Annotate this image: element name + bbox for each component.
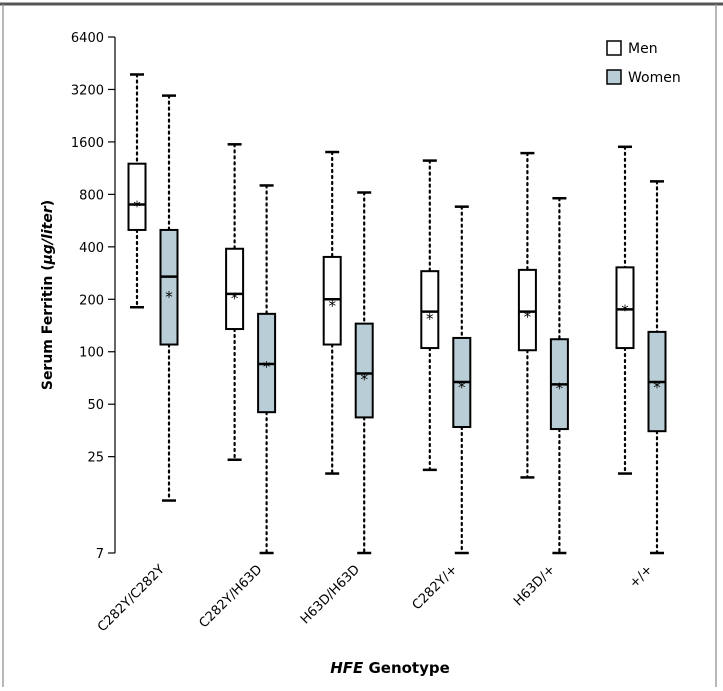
box-women-2: * bbox=[354, 191, 374, 555]
box-iqr bbox=[517, 268, 537, 352]
box-iqr bbox=[322, 255, 342, 346]
legend-swatch-women bbox=[606, 69, 622, 85]
y-tick-label-25: 25 bbox=[87, 451, 104, 466]
legend-swatch-men bbox=[606, 40, 622, 56]
y-tick-label-50: 50 bbox=[87, 398, 104, 413]
box-women-3: * bbox=[452, 205, 472, 555]
mean-marker: * bbox=[133, 197, 141, 215]
y-tick-label-400: 400 bbox=[79, 241, 104, 256]
box-men-4: * bbox=[517, 151, 537, 479]
y-axis-label: Serum Ferritin (μg/liter) bbox=[40, 200, 56, 390]
x-axis-label-rest: Genotype bbox=[363, 659, 450, 677]
x-label-2: H63D/H63D bbox=[298, 562, 363, 627]
x-label-1: C282Y/H63D bbox=[196, 562, 265, 631]
y-axis-label-main: Serum Ferritin ( bbox=[40, 264, 56, 390]
x-label-0: C282Y/C282Y bbox=[95, 562, 168, 635]
legend-label-women: Women bbox=[628, 70, 681, 86]
x-label-5: +/+ bbox=[627, 562, 656, 591]
legend: Men Women bbox=[606, 40, 681, 86]
x-axis-label-italic: HFE bbox=[330, 659, 364, 677]
y-tick-label-200: 200 bbox=[79, 293, 104, 308]
mean-marker: * bbox=[458, 378, 466, 396]
x-label-4: H63D/+ bbox=[511, 562, 558, 609]
box-iqr bbox=[354, 322, 374, 419]
legend-label-men: Men bbox=[628, 41, 658, 57]
box-men-3: * bbox=[420, 159, 440, 472]
box-men-2: * bbox=[322, 150, 342, 475]
box-men-5: * bbox=[615, 145, 635, 475]
mean-marker: * bbox=[524, 308, 532, 326]
mean-marker: * bbox=[360, 371, 368, 389]
box-men-0: * bbox=[127, 73, 147, 309]
box-iqr bbox=[159, 228, 179, 346]
box-men-1: * bbox=[225, 143, 245, 462]
y-axis-label-close: ) bbox=[40, 200, 56, 206]
box-women-1: * bbox=[257, 184, 277, 555]
y-tick-label-6400: 6400 bbox=[71, 31, 104, 46]
y-tick-label-100: 100 bbox=[79, 346, 104, 361]
mean-marker: * bbox=[426, 310, 434, 328]
x-axis-category-labels: C282Y/C282Y C282Y/H63D H63D/H63D C282Y/+ H63… bbox=[95, 562, 656, 635]
y-tick-label-800: 800 bbox=[79, 188, 104, 203]
mean-marker: * bbox=[263, 358, 271, 376]
box-iqr bbox=[225, 247, 245, 331]
y-tick-label-3200: 3200 bbox=[71, 83, 104, 98]
mean-marker: * bbox=[621, 301, 629, 319]
box-women-4: * bbox=[549, 197, 569, 555]
x-label-3: C282Y/+ bbox=[410, 562, 461, 613]
y-axis-ticks: 7 25 50 100 200 400 800 1600 3200 6400 bbox=[71, 31, 115, 562]
mean-marker: * bbox=[165, 288, 173, 306]
y-tick-label-7: 7 bbox=[96, 547, 104, 562]
mean-marker: * bbox=[653, 378, 661, 396]
box-groups: * * * * * * * * * * * * bbox=[127, 73, 667, 555]
box-iqr bbox=[127, 162, 147, 231]
y-axis-label-unit: μg/liter bbox=[40, 205, 56, 265]
box-women-0: * bbox=[159, 94, 179, 502]
box-iqr bbox=[615, 266, 635, 350]
box-iqr bbox=[420, 270, 440, 350]
y-tick-label-1600: 1600 bbox=[71, 136, 104, 151]
box-women-5: * bbox=[647, 180, 667, 555]
mean-marker: * bbox=[328, 297, 336, 315]
x-axis-label: HFE Genotype bbox=[330, 659, 450, 677]
mean-marker: * bbox=[231, 290, 239, 308]
mean-marker: * bbox=[556, 380, 564, 398]
